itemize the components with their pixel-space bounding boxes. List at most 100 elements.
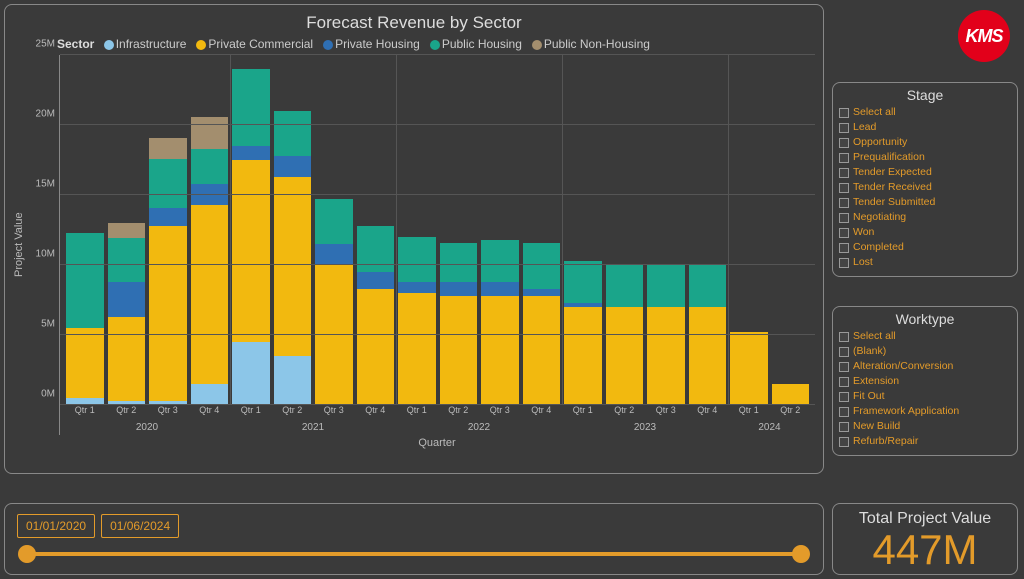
x-year-label: 2024: [728, 422, 811, 433]
y-tick: 0M: [41, 389, 55, 400]
bar-segment-public_non_housing: [191, 117, 229, 149]
bar-2024-qtr2[interactable]: [770, 55, 812, 405]
gridline: [60, 404, 815, 405]
worktype-label: New Build: [853, 419, 900, 434]
checkbox-icon: [839, 377, 849, 387]
bar-segment-private_commercial: [730, 332, 768, 405]
checkbox-icon: [839, 108, 849, 118]
chart-plot[interactable]: Qtr 1Qtr 2Qtr 3Qtr 4Qtr 1Qtr 2Qtr 3Qtr 4…: [59, 55, 815, 435]
bar-segment-private_housing: [440, 282, 478, 296]
checkbox-icon: [839, 243, 849, 253]
worktype-item[interactable]: Framework Application: [839, 404, 1011, 419]
worktype-item[interactable]: Fit Out: [839, 389, 1011, 404]
gridline: [60, 334, 815, 335]
kms-logo: KMS: [958, 10, 1010, 62]
bar-2023-qtr2[interactable]: [604, 55, 646, 405]
legend-item-private_housing[interactable]: Private Housing: [317, 37, 420, 51]
bar-2022-qtr1[interactable]: [396, 55, 438, 405]
worktype-label: Alteration/Conversion: [853, 359, 953, 374]
bar-segment-private_commercial: [357, 289, 395, 405]
worktype-item[interactable]: Extension: [839, 374, 1011, 389]
date-end-input[interactable]: 01/06/2024: [101, 514, 179, 538]
stage-item[interactable]: Lost: [839, 255, 1011, 270]
legend-item-public_housing[interactable]: Public Housing: [424, 37, 522, 51]
bar-2022-qtr4[interactable]: [521, 55, 563, 405]
legend-swatch-icon: [323, 40, 333, 50]
stage-item[interactable]: Prequalification: [839, 150, 1011, 165]
bar-2021-qtr4[interactable]: [355, 55, 397, 405]
bar-2020-qtr2[interactable]: [106, 55, 148, 405]
bar-2023-qtr1[interactable]: [562, 55, 604, 405]
bar-segment-public_housing: [523, 243, 561, 289]
checkbox-icon: [839, 437, 849, 447]
checkbox-icon: [839, 228, 849, 238]
bar-segment-public_non_housing: [149, 138, 187, 159]
bar-segment-public_housing: [481, 240, 519, 282]
worktype-item[interactable]: Alteration/Conversion: [839, 359, 1011, 374]
stage-item[interactable]: Lead: [839, 120, 1011, 135]
legend-item-public_non_housing[interactable]: Public Non-Housing: [526, 37, 650, 51]
bar-2020-qtr1[interactable]: [64, 55, 106, 405]
stage-filter-panel: Stage Select allLeadOpportunityPrequalif…: [832, 82, 1018, 277]
bar-2021-qtr1[interactable]: [230, 55, 272, 405]
bar-segment-private_housing: [232, 146, 270, 160]
legend-prefix: Sector: [57, 37, 94, 51]
date-slider-thumb-start[interactable]: [18, 545, 36, 563]
checkbox-icon: [839, 168, 849, 178]
stage-title: Stage: [839, 87, 1011, 103]
stage-label: Won: [853, 225, 874, 240]
chart-body: Project Value 0M5M10M15M20M25M Qtr 1Qtr …: [13, 55, 815, 435]
stage-label: Opportunity: [853, 135, 907, 150]
stage-item[interactable]: Completed: [839, 240, 1011, 255]
bar-2022-qtr2[interactable]: [438, 55, 480, 405]
total-panel: Total Project Value 447M: [832, 503, 1018, 575]
stage-label: Tender Received: [853, 180, 932, 195]
stage-item[interactable]: Tender Received: [839, 180, 1011, 195]
worktype-item[interactable]: New Build: [839, 419, 1011, 434]
stage-item[interactable]: Tender Expected: [839, 165, 1011, 180]
date-slider-track[interactable]: [27, 552, 801, 556]
date-start-input[interactable]: 01/01/2020: [17, 514, 95, 538]
y-axis-label: Project Value: [13, 55, 29, 435]
worktype-item[interactable]: Select all: [839, 329, 1011, 344]
bar-segment-private_housing: [108, 282, 146, 317]
bar-2021-qtr2[interactable]: [272, 55, 314, 405]
bar-2022-qtr3[interactable]: [479, 55, 521, 405]
bar-2023-qtr4[interactable]: [687, 55, 729, 405]
bar-2020-qtr3[interactable]: [147, 55, 189, 405]
date-slider-thumb-end[interactable]: [792, 545, 810, 563]
bar-segment-private_housing: [398, 282, 436, 293]
bar-2021-qtr3[interactable]: [313, 55, 355, 405]
gridline-v: [396, 55, 397, 405]
stage-item[interactable]: Tender Submitted: [839, 195, 1011, 210]
bar-segment-public_housing: [66, 233, 104, 328]
worktype-label: Select all: [853, 329, 896, 344]
stage-label: Negotiating: [853, 210, 906, 225]
bar-segment-private_commercial: [772, 384, 810, 405]
stage-item[interactable]: Negotiating: [839, 210, 1011, 225]
legend-swatch-icon: [196, 40, 206, 50]
y-tick: 5M: [41, 319, 55, 330]
stage-item[interactable]: Won: [839, 225, 1011, 240]
bar-segment-public_housing: [232, 69, 270, 146]
bar-segment-public_housing: [315, 199, 353, 244]
checkbox-icon: [839, 347, 849, 357]
stage-item[interactable]: Select all: [839, 105, 1011, 120]
bar-2020-qtr4[interactable]: [189, 55, 231, 405]
legend-item-infrastructure[interactable]: Infrastructure: [98, 37, 187, 51]
stage-label: Tender Expected: [853, 165, 932, 180]
checkbox-icon: [839, 183, 849, 193]
stage-item[interactable]: Opportunity: [839, 135, 1011, 150]
bar-segment-private_commercial: [149, 226, 187, 401]
bar-segment-private_housing: [274, 156, 312, 177]
checkbox-icon: [839, 153, 849, 163]
bar-2023-qtr3[interactable]: [645, 55, 687, 405]
bar-2024-qtr1[interactable]: [728, 55, 770, 405]
legend-item-private_commercial[interactable]: Private Commercial: [190, 37, 313, 51]
bar-segment-private_housing: [357, 272, 395, 289]
bar-segment-public_housing: [108, 238, 146, 281]
bar-segment-private_commercial: [481, 296, 519, 405]
worktype-item[interactable]: Refurb/Repair: [839, 434, 1011, 449]
x-year-label: 2022: [396, 422, 562, 433]
worktype-item[interactable]: (Blank): [839, 344, 1011, 359]
